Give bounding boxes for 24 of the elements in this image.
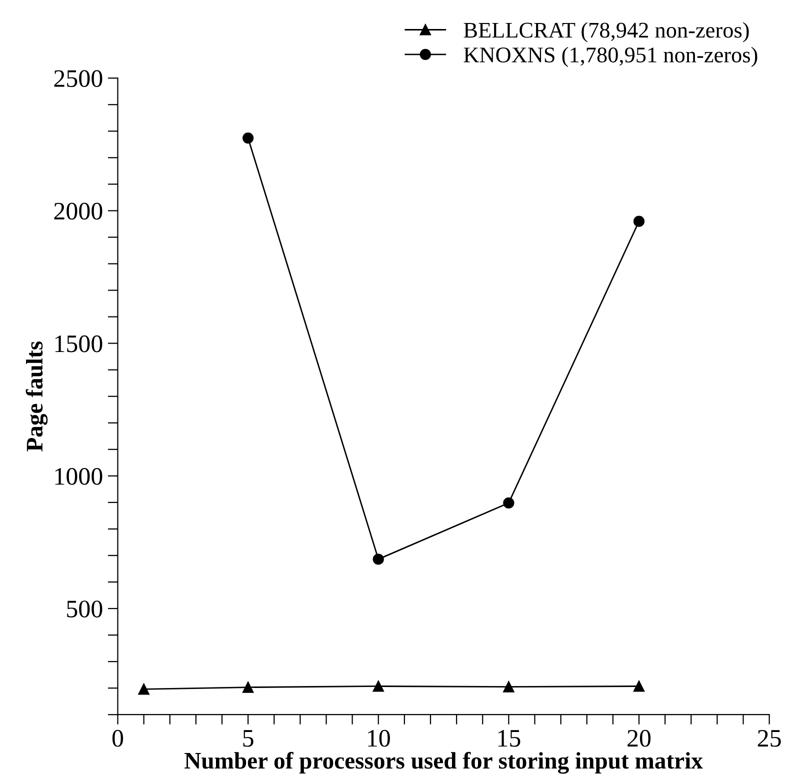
point [633, 216, 645, 227]
x-tick-label: 0 [112, 730, 124, 747]
y-tick-label: 1500 [55, 335, 102, 352]
point [242, 682, 254, 693]
legend-label: BELLCRAT (78,942 non-zeros) [464, 22, 749, 42]
x-tick-label: 20 [628, 730, 651, 747]
y-tick-label: 2500 [54, 70, 102, 88]
x-tick-label: 15 [498, 730, 520, 747]
point [503, 681, 514, 692]
y-axis-title: Page faults [26, 342, 48, 452]
legend-label: KNOXNS (1,780,951 non-zeros) [464, 46, 758, 67]
x-tick-label: 10 [368, 730, 390, 747]
y-tick-label: 1000 [55, 468, 102, 485]
y-tick-label: 2000 [54, 202, 102, 220]
x-axis-title: Number of processors used for storing input matrix [184, 752, 703, 774]
point [138, 684, 150, 695]
y-tick-label: 500 [67, 600, 102, 618]
point [633, 680, 645, 692]
x-tick-label: 25 [758, 730, 781, 747]
point [242, 132, 254, 144]
point [372, 680, 384, 692]
x-tick-label: 5 [243, 730, 254, 747]
point [503, 497, 514, 509]
point [372, 554, 384, 565]
